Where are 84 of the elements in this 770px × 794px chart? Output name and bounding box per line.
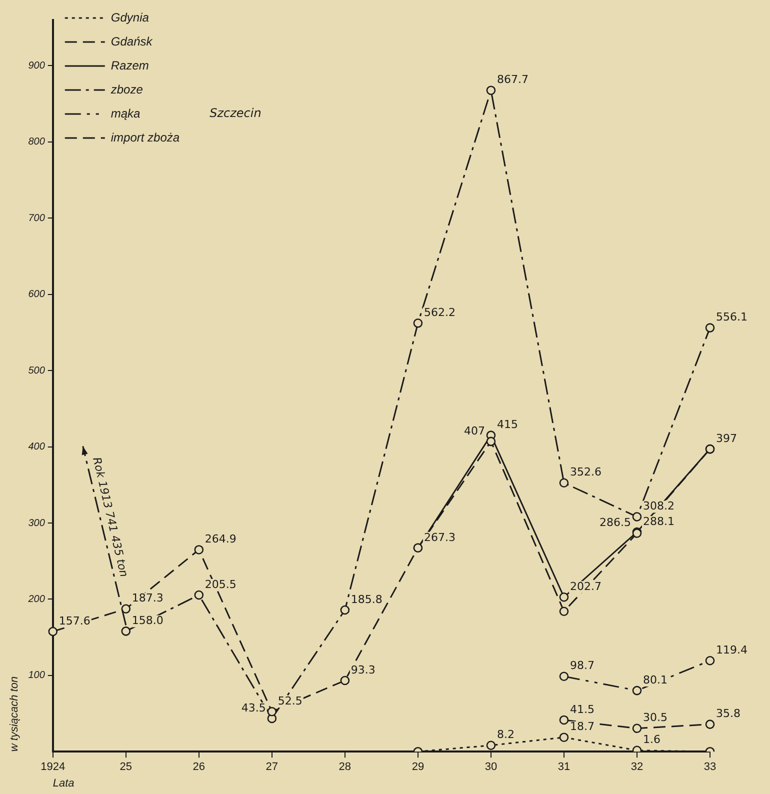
point [121, 626, 131, 636]
point [121, 604, 131, 614]
data-label: 1.6 [642, 733, 660, 746]
x-tick-label: 29 [412, 761, 424, 774]
point [632, 724, 642, 734]
y-tick-label: 200 [27, 594, 46, 605]
x-tick-label: 26 [192, 761, 206, 774]
x-tick-label: 33 [704, 761, 716, 774]
x-tick-label: 27 [266, 761, 278, 774]
data-label: 556.1 [716, 310, 748, 324]
data-label: 30.5 [642, 711, 668, 724]
point [486, 436, 496, 446]
y-tick-label: 100 [28, 670, 46, 682]
x-tick-label: 32 [630, 761, 644, 774]
legend-label: zboze [110, 82, 144, 96]
x-tick-label: 28 [338, 761, 352, 774]
x-tick-label: 30 [484, 761, 498, 774]
point [705, 323, 715, 332]
point [194, 590, 204, 600]
legend-label: Gdańsk [110, 34, 154, 48]
point [194, 545, 204, 554]
data-label: 158.0 [132, 614, 164, 628]
point [559, 478, 569, 488]
data-label: 202.7 [570, 580, 602, 593]
data-label: 286.5 [599, 516, 631, 530]
data-label: 308.2 [642, 500, 674, 513]
data-label: 415 [496, 418, 518, 432]
data-label: 93.3 [350, 663, 376, 676]
data-label: 35.8 [716, 707, 740, 720]
data-label: 352.6 [570, 466, 602, 479]
data-label: 52.5 [278, 694, 302, 708]
data-label: 80.1 [642, 673, 668, 686]
data-label: 562.2 [424, 306, 456, 320]
data-label: 18.7 [570, 720, 594, 734]
data-label: 205.5 [204, 578, 236, 591]
point [559, 732, 569, 742]
point [413, 318, 423, 328]
data-label: 288.1 [642, 514, 674, 528]
point [486, 740, 496, 750]
legend-label: Razem [110, 58, 149, 72]
point [705, 720, 715, 729]
point [559, 606, 569, 616]
data-label: 119.4 [716, 643, 748, 656]
point [559, 715, 569, 725]
data-label: 867.7 [496, 73, 528, 86]
point [559, 672, 569, 682]
y-tick-label: 500 [28, 365, 46, 376]
point [632, 686, 642, 696]
annotation: Szczecin [210, 106, 262, 120]
point [705, 656, 715, 666]
legend-label: mąka [110, 106, 141, 120]
y-axis-title: w tysiącach ton [8, 676, 21, 752]
annotation: Rok 1913 741 435 ton [90, 456, 131, 578]
data-label: 264.9 [204, 532, 236, 546]
y-tick-label: 300 [28, 518, 46, 529]
point [559, 592, 569, 602]
data-label: 8.2 [496, 728, 514, 742]
point [340, 676, 350, 686]
x-tick-label: 1924 [40, 761, 66, 774]
y-tick-label: 600 [28, 289, 46, 300]
data-label: 397 [716, 432, 737, 445]
x-tick-label: 31 [558, 761, 570, 774]
point [486, 86, 496, 95]
y-tick-label: 800 [28, 136, 46, 148]
data-label: 185.8 [350, 592, 382, 606]
y-tick-label: 900 [28, 60, 46, 72]
point [705, 444, 715, 454]
data-label: 41.5 [570, 702, 594, 716]
data-label: 98.7 [570, 659, 594, 672]
y-tick-label: 400 [28, 442, 46, 453]
x-axis-title: Lata [52, 777, 74, 790]
point [340, 605, 350, 615]
point [632, 512, 642, 522]
data-label: 43.5 [241, 701, 266, 714]
x-tick-label: 25 [120, 761, 132, 774]
point [267, 706, 277, 716]
data-label: 157.6 [58, 614, 90, 628]
point [48, 626, 58, 636]
y-tick-label: 700 [28, 212, 46, 224]
data-label: 267.3 [424, 530, 456, 544]
legend-label: Gdynia [110, 10, 150, 24]
legend-label: import zboża [110, 130, 180, 144]
data-label: 187.3 [132, 592, 164, 605]
data-label: 407 [464, 424, 485, 438]
